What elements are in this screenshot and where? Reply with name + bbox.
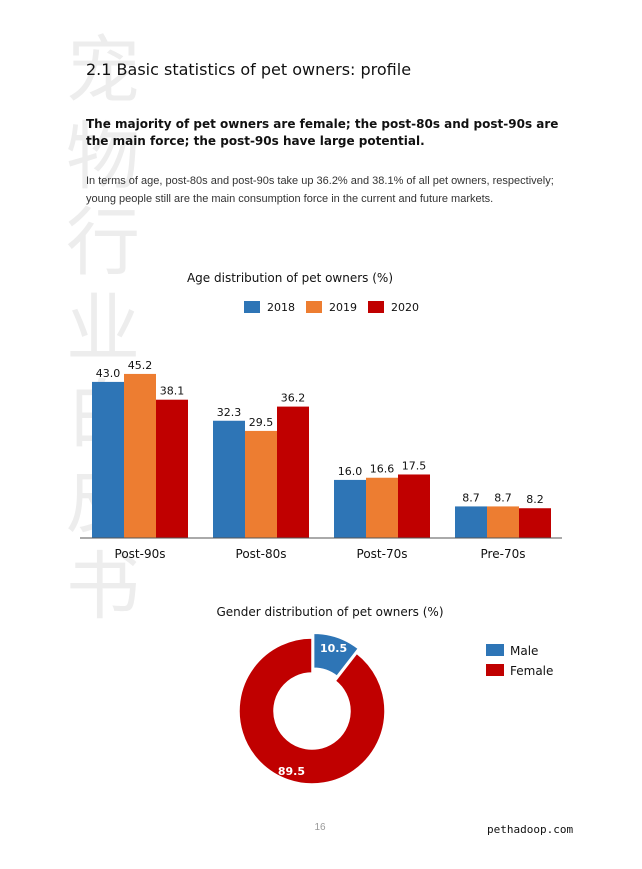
data-label: 43.0 [96, 367, 121, 380]
page-number: 16 [314, 822, 326, 833]
category-label: Post-70s [357, 547, 408, 561]
donut-slice-female [238, 637, 386, 785]
category-label: Post-90s [115, 547, 166, 561]
legend-item-2020: 2020 [368, 301, 419, 314]
data-label: 36.2 [281, 392, 306, 405]
data-label: 16.0 [338, 465, 363, 478]
watermark-char: 物 [66, 114, 140, 200]
slice-label: 10.5 [320, 642, 347, 655]
gender-chart-title: Gender distribution of pet owners (%) [216, 605, 444, 619]
gender-distribution-chart: 10.5 89.5 Male Female [238, 632, 553, 785]
legend-label: 2018 [267, 301, 295, 314]
legend-label: 2020 [391, 301, 419, 314]
data-label: 8.7 [462, 491, 480, 504]
watermark-char: 宠 [66, 28, 140, 114]
legend-item-2018: 2018 [244, 301, 295, 314]
legend-swatch [244, 301, 260, 313]
legend-label: Male [510, 644, 538, 658]
legend-swatch [486, 644, 504, 656]
website-url: pethadoop.com [487, 823, 574, 836]
bar-Post-80s-2018 [213, 420, 245, 538]
watermark-char: 行 [66, 200, 140, 286]
data-label: 38.1 [160, 385, 185, 398]
legend-swatch [368, 301, 384, 313]
data-label: 32.3 [217, 406, 242, 419]
bar-Post-70s-2020 [398, 474, 430, 538]
bar-Pre-70s-2020 [519, 508, 551, 538]
legend-label: 2019 [329, 301, 357, 314]
age-distribution-chart: 2018 2019 2020 43.0 45.2 38.1 Post-90s 32.3 29.5… [80, 301, 562, 561]
legend-item-2019: 2019 [306, 301, 357, 314]
legend-item-female: Female [486, 664, 553, 678]
legend-swatch [486, 664, 504, 676]
donut-slice-male [312, 632, 360, 678]
bar-Post-70s-2019 [366, 477, 398, 538]
section-title: 2.1 Basic statistics of pet owners: prof… [86, 60, 412, 79]
data-label: 8.7 [494, 491, 512, 504]
legend-swatch [306, 301, 322, 313]
data-label: 8.2 [526, 493, 544, 506]
data-label: 16.6 [370, 463, 395, 476]
legend-item-male: Male [486, 644, 538, 658]
bar-Post-70s-2018 [334, 479, 366, 538]
bar-Pre-70s-2019 [487, 506, 519, 538]
body-text: In terms of age, post-80s and post-90s t… [86, 175, 554, 205]
slice-label: 89.5 [278, 765, 305, 778]
data-label: 29.5 [249, 416, 274, 429]
data-label: 17.5 [402, 459, 427, 472]
age-chart-title: Age distribution of pet owners (%) [186, 271, 394, 285]
bar-Pre-70s-2018 [455, 506, 487, 538]
bar-Post-90s-2018 [92, 381, 124, 538]
data-label: 45.2 [128, 359, 153, 372]
bar-Post-90s-2019 [124, 373, 156, 538]
bar-Post-90s-2020 [156, 399, 188, 538]
watermark-char: 书 [66, 544, 140, 630]
watermark-char: 业 [66, 286, 140, 372]
category-label: Pre-70s [481, 547, 526, 561]
legend-label: Female [510, 664, 553, 678]
category-label: Post-80s [236, 547, 287, 561]
lead-text: The majority of pet owners are female; t… [86, 117, 559, 148]
bar-Post-80s-2020 [277, 406, 309, 538]
bar-Post-80s-2019 [245, 430, 277, 538]
